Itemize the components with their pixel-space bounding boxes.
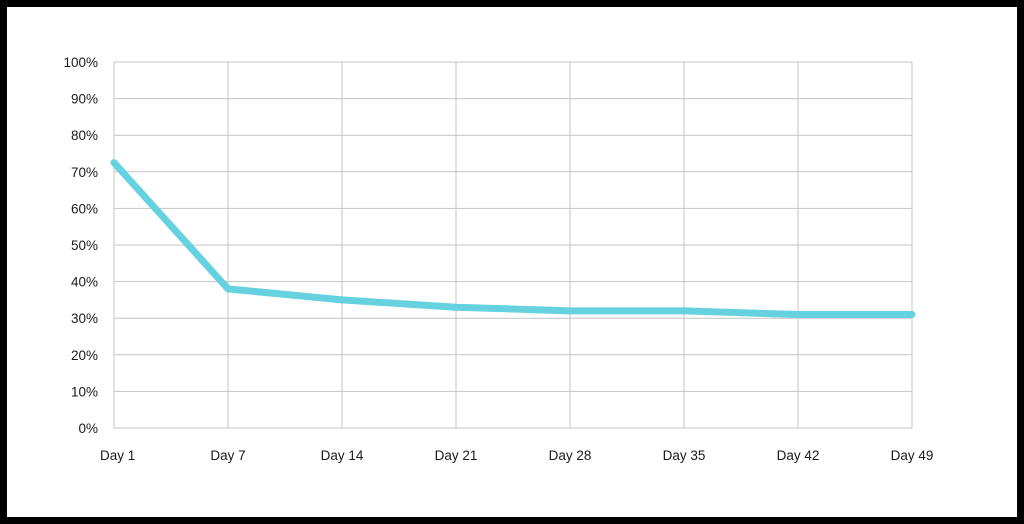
x-tick-label: Day 1 bbox=[100, 448, 135, 463]
data-point bbox=[566, 307, 574, 315]
x-tick-label: Day 49 bbox=[891, 448, 934, 463]
y-tick-label: 50% bbox=[71, 238, 98, 253]
data-point bbox=[908, 311, 916, 319]
data-point bbox=[452, 303, 460, 311]
y-tick-label: 100% bbox=[63, 55, 98, 70]
series-layer bbox=[110, 159, 916, 319]
x-tick-label: Day 21 bbox=[435, 448, 478, 463]
x-tick-label: Day 35 bbox=[663, 448, 706, 463]
x-tick-label: Day 28 bbox=[549, 448, 592, 463]
y-axis-ticks: 0% 10% 20% 30% 40% 50% 60% 70% 80% 90% 100% bbox=[63, 55, 98, 436]
x-tick-label: Day 14 bbox=[321, 448, 364, 463]
x-tick-label: Day 42 bbox=[777, 448, 820, 463]
y-tick-label: 70% bbox=[71, 165, 98, 180]
grid bbox=[113, 61, 913, 429]
y-tick-label: 20% bbox=[71, 348, 98, 363]
y-tick-label: 80% bbox=[71, 128, 98, 143]
data-point bbox=[794, 311, 802, 319]
x-axis-ticks: Day 1 Day 7 Day 14 Day 21 Day 28 Day 35 Day 42… bbox=[100, 448, 933, 463]
y-tick-label: 90% bbox=[71, 92, 98, 107]
chart-panel bbox=[7, 7, 1017, 517]
data-point bbox=[110, 159, 118, 167]
data-point bbox=[224, 285, 232, 293]
y-tick-label: 40% bbox=[71, 275, 98, 290]
y-tick-label: 60% bbox=[71, 201, 98, 216]
y-tick-label: 0% bbox=[78, 421, 98, 436]
y-tick-label: 30% bbox=[71, 311, 98, 326]
x-tick-label: Day 7 bbox=[210, 448, 245, 463]
data-point bbox=[680, 307, 688, 315]
data-point bbox=[338, 296, 346, 304]
series-line bbox=[111, 160, 912, 319]
y-tick-label: 10% bbox=[71, 384, 98, 399]
